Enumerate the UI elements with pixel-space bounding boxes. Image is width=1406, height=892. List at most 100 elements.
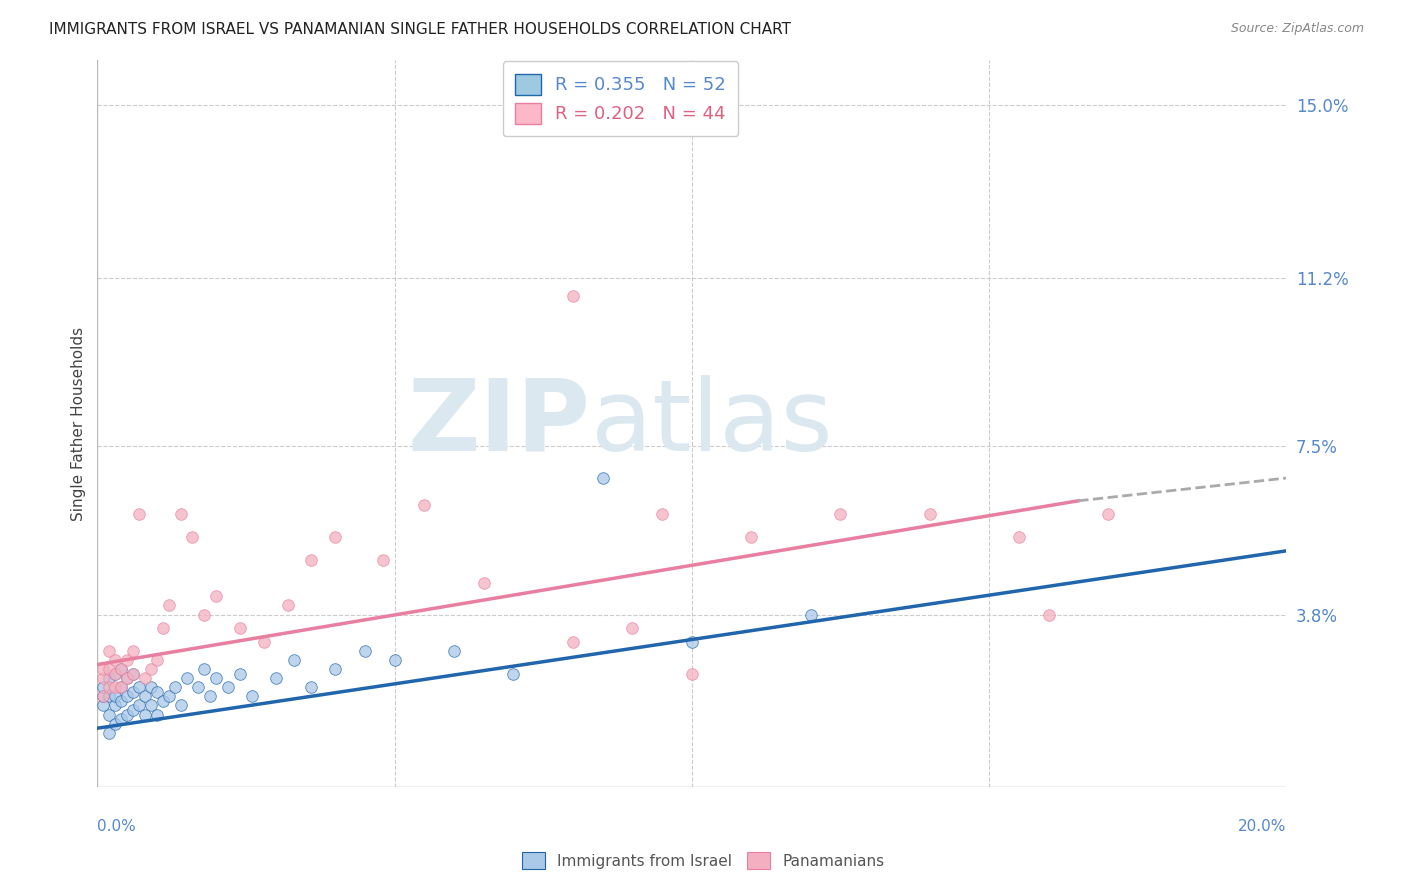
Point bbox=[200, 690, 222, 704]
Point bbox=[122, 666, 145, 681]
Point bbox=[110, 712, 132, 726]
Text: 0.0%: 0.0% bbox=[97, 819, 136, 834]
Point bbox=[91, 690, 114, 704]
Point bbox=[104, 666, 127, 681]
Text: 20.0%: 20.0% bbox=[1237, 819, 1286, 834]
Point bbox=[918, 508, 941, 522]
Point bbox=[176, 671, 198, 685]
Point bbox=[110, 662, 132, 676]
Point bbox=[128, 508, 150, 522]
Point bbox=[217, 680, 239, 694]
Point bbox=[1008, 530, 1031, 544]
Point bbox=[371, 553, 394, 567]
Point bbox=[181, 530, 204, 544]
Text: IMMIGRANTS FROM ISRAEL VS PANAMANIAN SINGLE FATHER HOUSEHOLDS CORRELATION CHART: IMMIGRANTS FROM ISRAEL VS PANAMANIAN SIN… bbox=[49, 22, 792, 37]
Point bbox=[115, 653, 138, 667]
Point bbox=[621, 621, 644, 635]
Point bbox=[146, 707, 169, 722]
Point bbox=[205, 671, 228, 685]
Point bbox=[139, 662, 162, 676]
Point bbox=[104, 653, 127, 667]
Point bbox=[740, 530, 762, 544]
Text: ZIP: ZIP bbox=[408, 375, 591, 472]
Point bbox=[146, 685, 169, 699]
Point bbox=[128, 680, 150, 694]
Point bbox=[91, 662, 114, 676]
Point bbox=[443, 644, 465, 658]
Point bbox=[134, 671, 156, 685]
Point bbox=[299, 553, 322, 567]
Point bbox=[193, 607, 215, 622]
Point bbox=[681, 666, 703, 681]
Point bbox=[91, 680, 114, 694]
Point bbox=[110, 662, 132, 676]
Point bbox=[277, 599, 299, 613]
Text: Source: ZipAtlas.com: Source: ZipAtlas.com bbox=[1230, 22, 1364, 36]
Point bbox=[115, 671, 138, 685]
Point bbox=[139, 698, 162, 713]
Point bbox=[128, 698, 150, 713]
Point bbox=[98, 690, 121, 704]
Point bbox=[115, 690, 138, 704]
Point bbox=[98, 680, 121, 694]
Point bbox=[157, 690, 180, 704]
Point bbox=[413, 499, 436, 513]
Point bbox=[98, 725, 121, 739]
Point bbox=[134, 707, 156, 722]
Point bbox=[91, 671, 114, 685]
Legend: Immigrants from Israel, Panamanians: Immigrants from Israel, Panamanians bbox=[516, 846, 890, 875]
Point bbox=[187, 680, 209, 694]
Point bbox=[592, 471, 614, 485]
Point bbox=[229, 621, 252, 635]
Point bbox=[830, 508, 852, 522]
Point bbox=[681, 635, 703, 649]
Point bbox=[193, 662, 215, 676]
Point bbox=[384, 653, 406, 667]
Point bbox=[354, 644, 377, 658]
Point bbox=[163, 680, 186, 694]
Point bbox=[134, 690, 156, 704]
Point bbox=[472, 575, 495, 590]
Point bbox=[152, 621, 174, 635]
Point bbox=[110, 694, 132, 708]
Point bbox=[283, 653, 305, 667]
Point bbox=[110, 680, 132, 694]
Point bbox=[253, 635, 276, 649]
Point bbox=[152, 694, 174, 708]
Point bbox=[98, 644, 121, 658]
Point bbox=[115, 707, 138, 722]
Point bbox=[98, 662, 121, 676]
Point bbox=[157, 599, 180, 613]
Point bbox=[240, 690, 263, 704]
Legend: R = 0.355   N = 52, R = 0.202   N = 44: R = 0.355 N = 52, R = 0.202 N = 44 bbox=[502, 62, 738, 136]
Point bbox=[1097, 508, 1119, 522]
Point bbox=[104, 698, 127, 713]
Point bbox=[264, 671, 287, 685]
Point bbox=[299, 680, 322, 694]
Point bbox=[205, 590, 228, 604]
Point bbox=[169, 698, 191, 713]
Text: atlas: atlas bbox=[591, 375, 832, 472]
Point bbox=[98, 707, 121, 722]
Point bbox=[91, 698, 114, 713]
Point bbox=[122, 703, 145, 717]
Point bbox=[98, 671, 121, 685]
Point bbox=[110, 680, 132, 694]
Point bbox=[502, 666, 524, 681]
Point bbox=[122, 685, 145, 699]
Point bbox=[104, 690, 127, 704]
Point bbox=[146, 653, 169, 667]
Point bbox=[1038, 607, 1060, 622]
Point bbox=[122, 666, 145, 681]
Point bbox=[323, 662, 346, 676]
Point bbox=[139, 680, 162, 694]
Point bbox=[122, 644, 145, 658]
Point bbox=[562, 289, 585, 303]
Point bbox=[91, 690, 114, 704]
Point bbox=[651, 508, 673, 522]
Point bbox=[229, 666, 252, 681]
Y-axis label: Single Father Households: Single Father Households bbox=[72, 326, 86, 521]
Point bbox=[115, 671, 138, 685]
Point bbox=[104, 666, 127, 681]
Point bbox=[104, 716, 127, 731]
